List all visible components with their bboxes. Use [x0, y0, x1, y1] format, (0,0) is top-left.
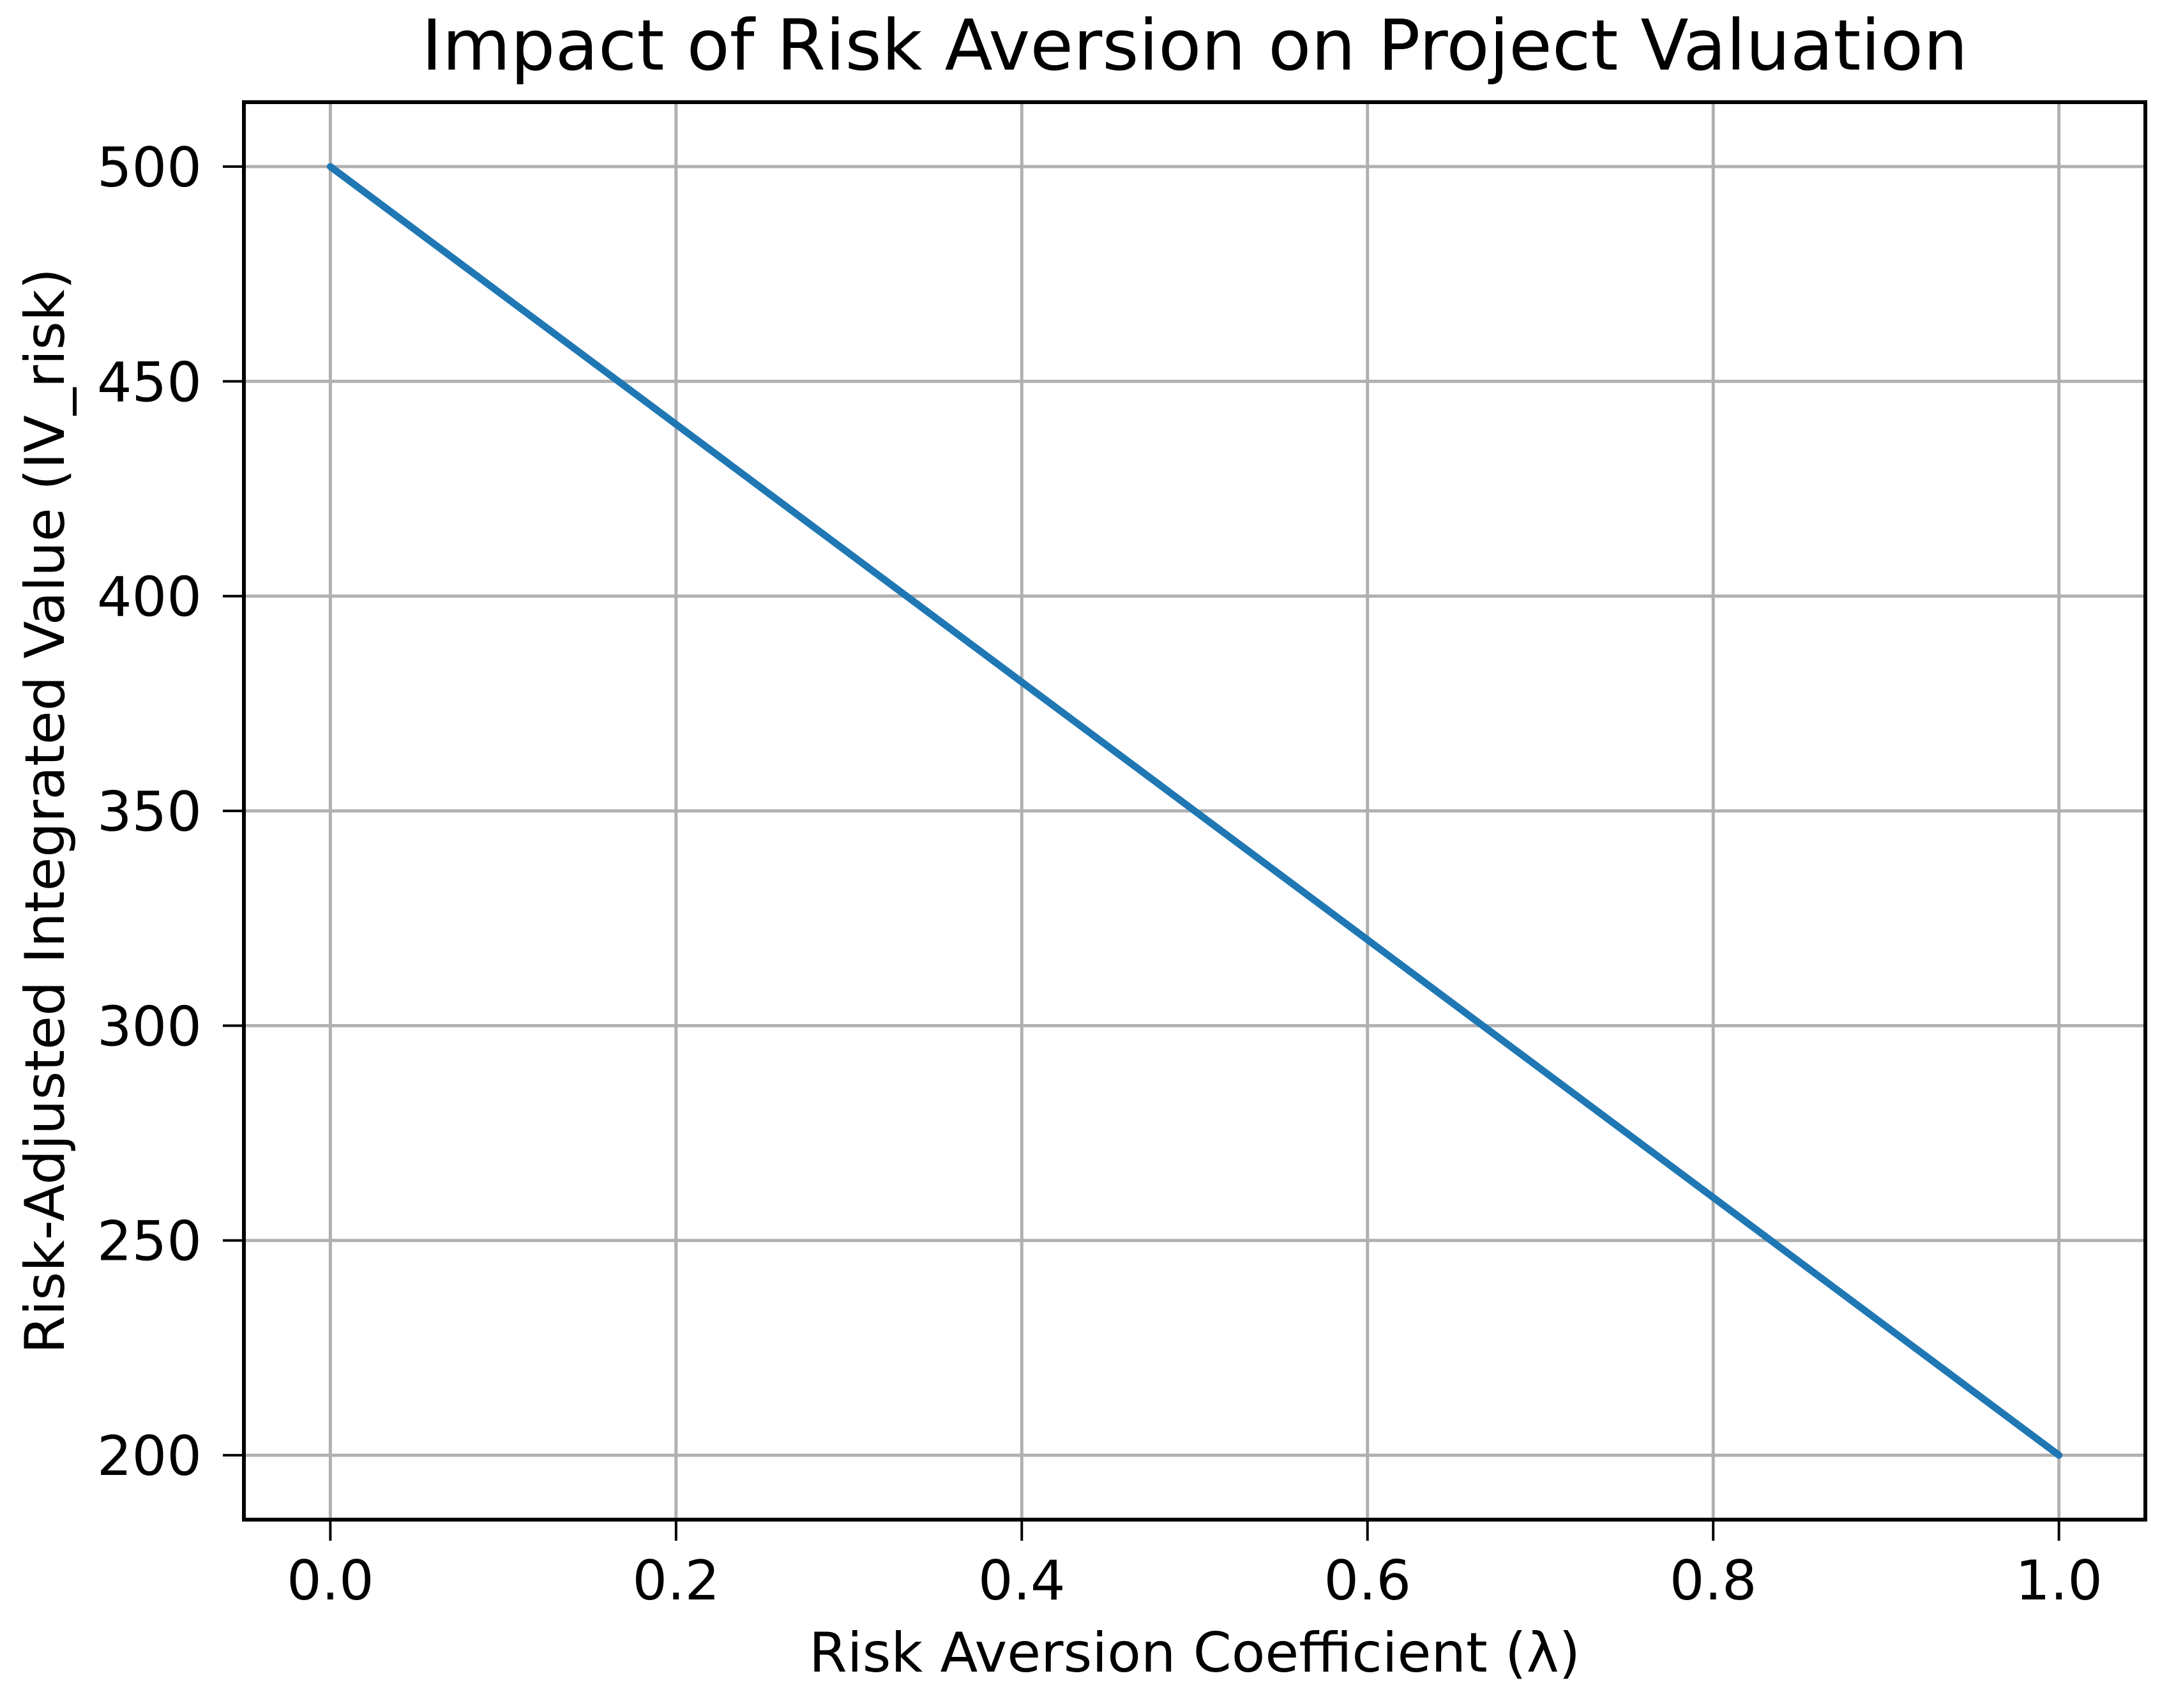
x-tick-label: 0.8 — [1670, 1549, 1757, 1613]
x-tick-label: 0.0 — [287, 1549, 374, 1613]
y-tick-label: 450 — [97, 351, 202, 414]
x-tick-label: 1.0 — [2015, 1549, 2103, 1613]
y-tick-label: 350 — [97, 780, 202, 844]
y-tick-label: 300 — [97, 995, 202, 1059]
x-tick-label: 0.4 — [978, 1549, 1066, 1613]
x-axis-label: Risk Aversion Coefficient (λ) — [808, 1621, 1581, 1685]
data-line — [326, 163, 2063, 1459]
y-tick-label: 500 — [97, 136, 202, 200]
x-tick-label: 0.6 — [1324, 1549, 1411, 1613]
y-tick-label: 250 — [97, 1210, 202, 1274]
chart-title: Impact of Risk Aversion on Project Valua… — [421, 4, 1968, 86]
x-tick-label: 0.2 — [632, 1549, 720, 1613]
y-tick-label: 400 — [97, 566, 202, 630]
y-axis-label: Risk-Adjusted Integrated Value (IV_risk) — [13, 268, 78, 1354]
y-tick-label: 200 — [97, 1425, 202, 1488]
